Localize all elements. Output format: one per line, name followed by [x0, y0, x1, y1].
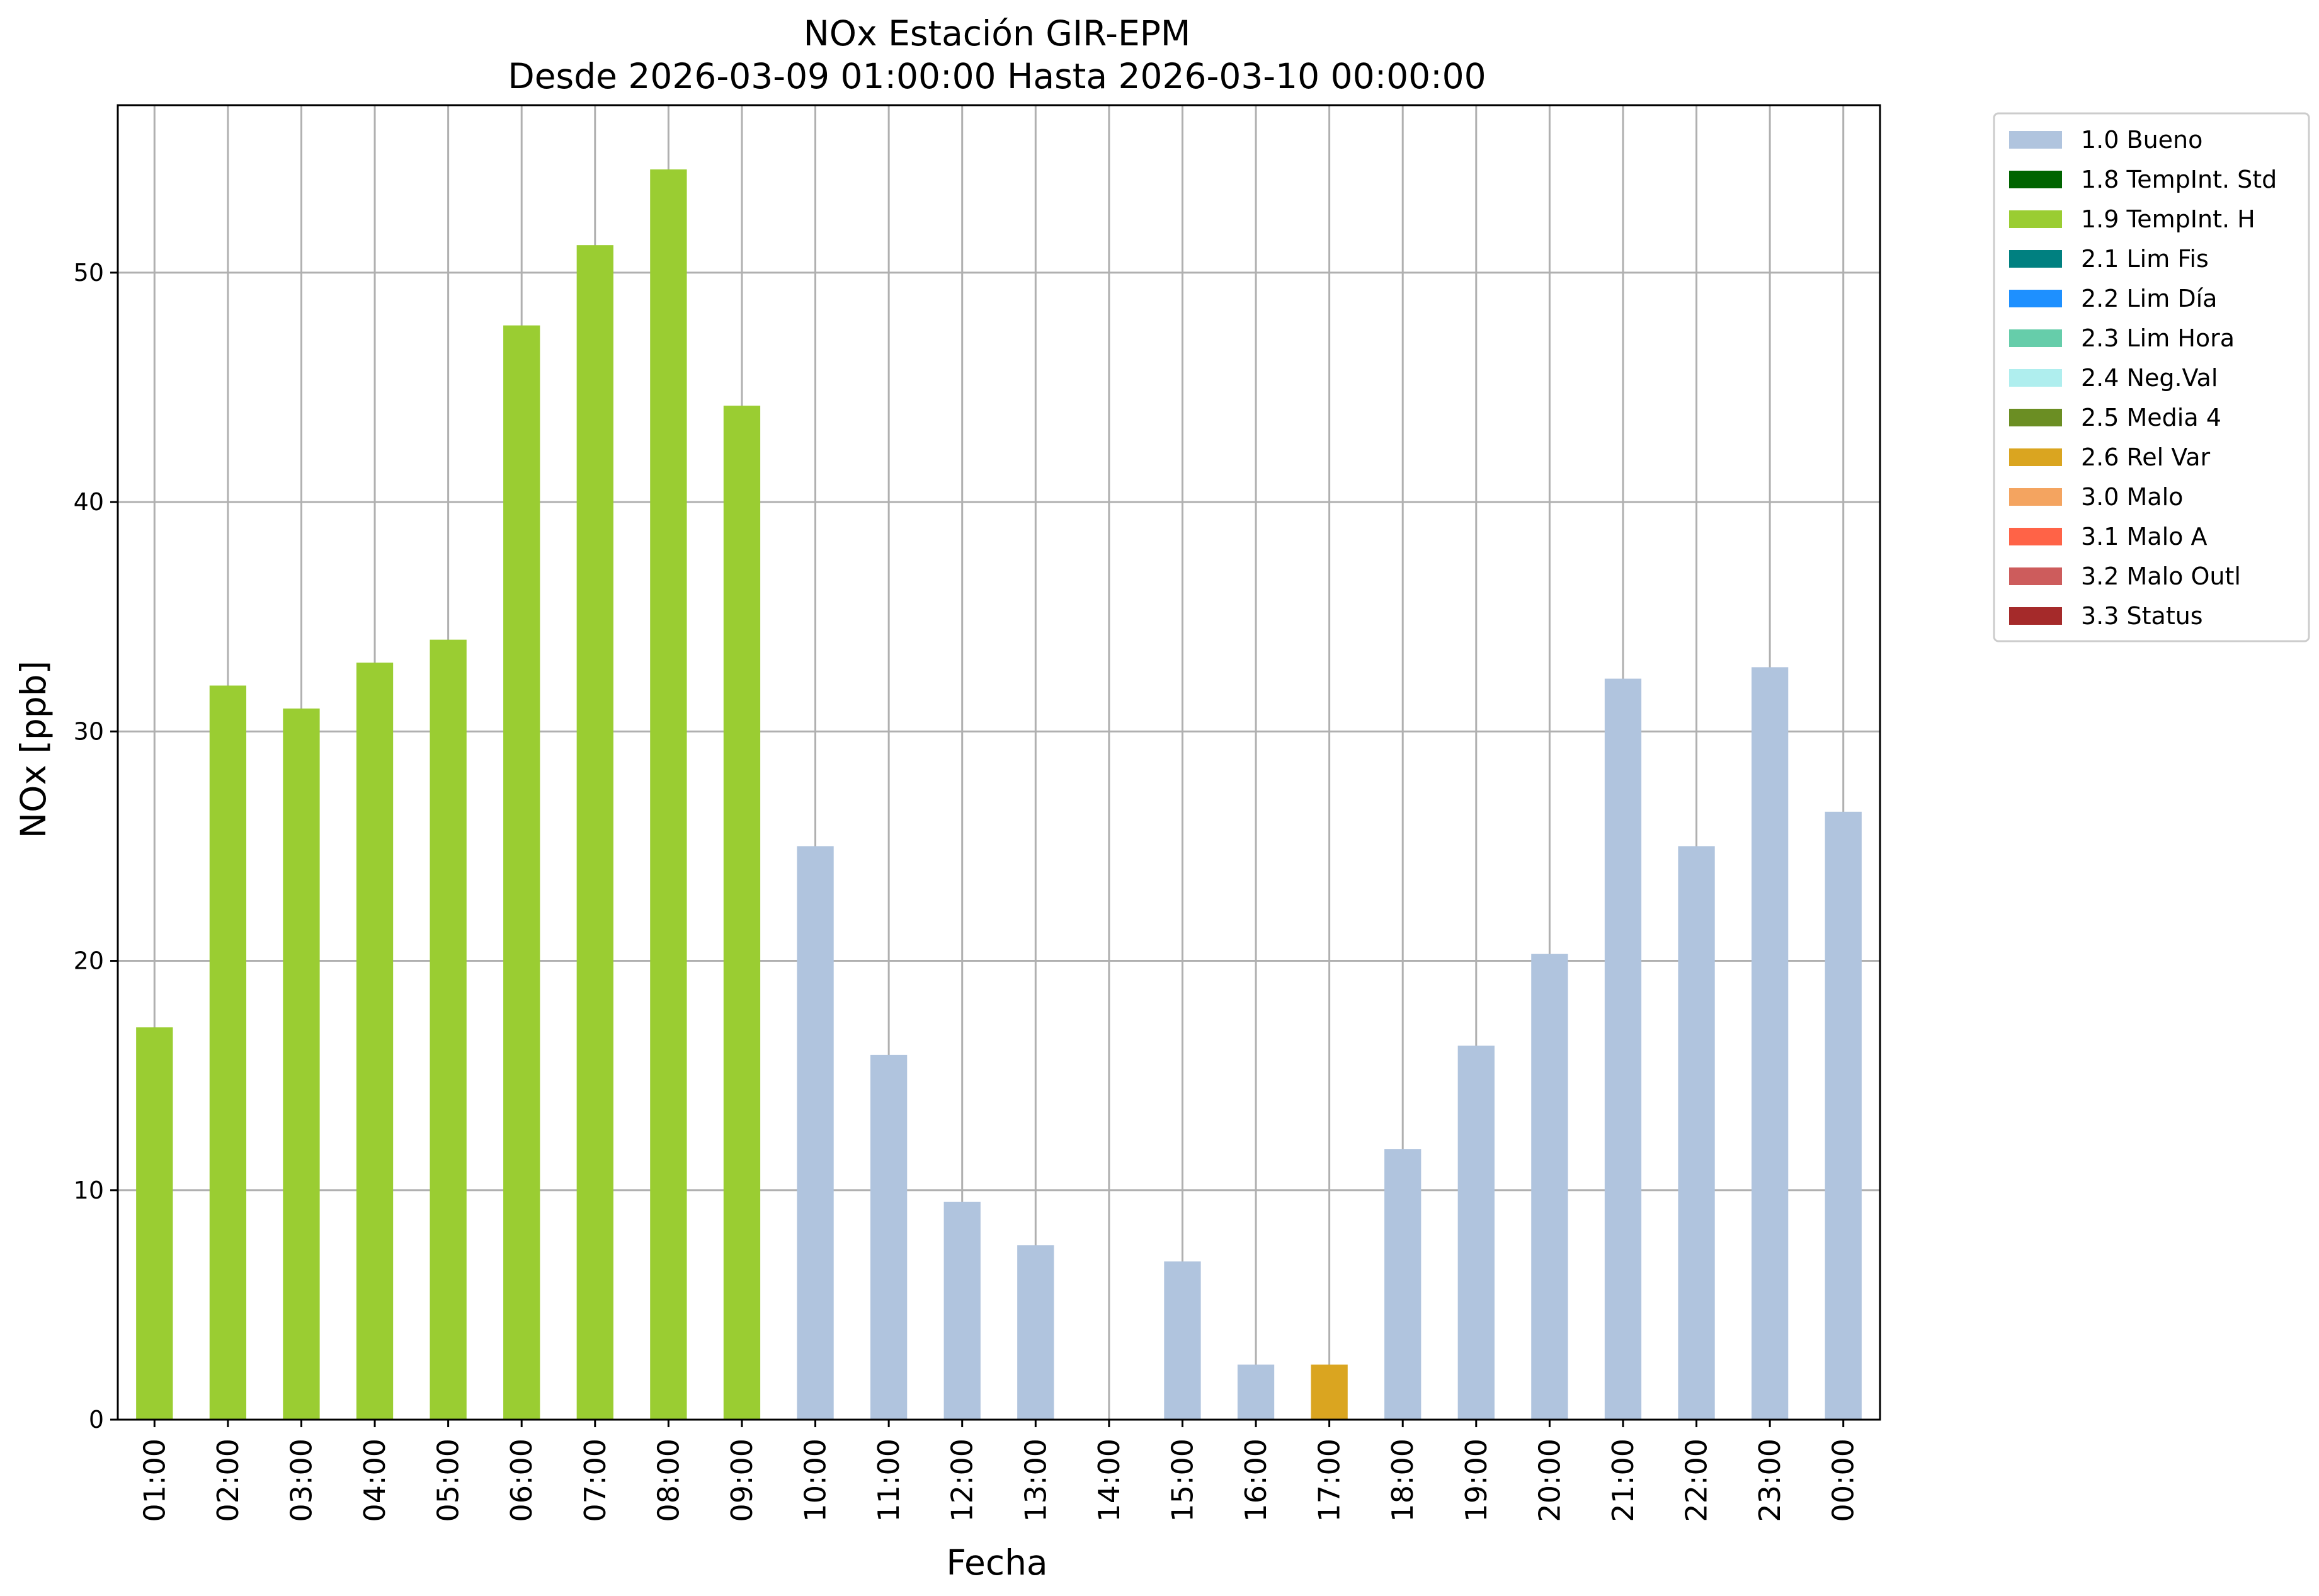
legend-label: 3.1 Malo A	[2081, 523, 2207, 550]
legend-frame	[1993, 112, 2310, 642]
y-tick-label: 40	[74, 488, 104, 516]
bar-1800	[1384, 1149, 1422, 1420]
bar-0400	[356, 663, 394, 1420]
x-tick-label: 23:00	[1753, 1439, 1787, 1522]
legend-swatch	[2009, 369, 2062, 387]
legend-label: 3.0 Malo	[2081, 483, 2183, 511]
x-axis-ticks: 01:00 02:00 03:00 04:00 05:00 06:00 07:00 08:00…	[137, 1420, 1860, 1522]
legend-label: 1.8 TempInt. Std	[2081, 166, 2277, 193]
bar-0500	[430, 639, 467, 1420]
legend-label: 1.9 TempInt. H	[2081, 205, 2255, 233]
x-tick-label: 04:00	[358, 1439, 392, 1522]
x-tick-label: 20:00	[1532, 1439, 1566, 1522]
x-tick-label: 14:00	[1092, 1439, 1126, 1522]
x-tick-label: 19:00	[1459, 1439, 1493, 1522]
x-tick-label: 01:00	[137, 1439, 171, 1522]
x-axis-label: Fecha	[946, 1542, 1047, 1583]
x-tick-label: 09:00	[725, 1439, 759, 1522]
bar-0100	[136, 1027, 173, 1420]
y-axis-label: NOx [ppb]	[13, 661, 54, 838]
bar-1300	[1017, 1245, 1054, 1420]
x-tick-label: 18:00	[1386, 1439, 1420, 1522]
bar-0700	[576, 245, 613, 1420]
bar-2000	[1531, 954, 1568, 1420]
x-tick-label: 15:00	[1165, 1439, 1199, 1522]
legend-label: 2.6 Rel Var	[2081, 443, 2211, 471]
x-tick-label: 05:00	[431, 1439, 465, 1522]
x-tick-label: 17:00	[1313, 1439, 1347, 1522]
y-axis-ticks: 0 10 20 30 40 50	[74, 259, 118, 1434]
legend: 1.0 Bueno 1.8 TempInt. Std 1.9 TempInt. H 2…	[1993, 112, 2310, 642]
legend-swatch	[2009, 448, 2062, 466]
x-tick-label: 06:00	[504, 1439, 538, 1522]
legend-swatch	[2009, 409, 2062, 426]
bar-0900	[723, 406, 761, 1420]
bar-0200	[209, 685, 247, 1420]
bar-0600	[503, 325, 540, 1420]
legend-label: 1.0 Bueno	[2081, 126, 2202, 154]
legend-label: 2.5 Media 4	[2081, 404, 2221, 431]
y-tick-label: 20	[74, 947, 104, 975]
legend-swatch	[2009, 329, 2062, 347]
x-tick-label: 11:00	[872, 1439, 906, 1522]
legend-swatch	[2009, 171, 2062, 188]
legend-swatch	[2009, 250, 2062, 268]
x-tick-label: 16:00	[1239, 1439, 1273, 1522]
bars-group	[136, 169, 1862, 1420]
x-tick-label: 03:00	[284, 1439, 318, 1522]
bar-2100	[1604, 678, 1642, 1420]
bar-1100	[870, 1054, 908, 1420]
plot-frame	[117, 104, 1881, 1421]
legend-swatch	[2009, 528, 2062, 545]
legend-label: 2.3 Lim Hora	[2081, 324, 2235, 352]
x-tick-label: 00:00	[1826, 1439, 1860, 1522]
bar-1500	[1164, 1261, 1201, 1420]
y-tick-label: 0	[89, 1406, 104, 1434]
bar-0300	[283, 708, 320, 1420]
bar-0800	[650, 169, 687, 1420]
legend-swatch	[2009, 607, 2062, 625]
chart-title: NOx Estación GIR-EPM	[804, 13, 1191, 54]
y-tick-label: 30	[74, 717, 104, 745]
x-tick-label: 21:00	[1606, 1439, 1640, 1522]
y-tick-label: 10	[74, 1177, 104, 1204]
legend-label: 3.3 Status	[2081, 602, 2203, 630]
legend-swatch	[2009, 488, 2062, 506]
legend-label: 2.4 Neg.Val	[2081, 364, 2218, 392]
bar-1000	[797, 846, 834, 1420]
legend-swatch	[2009, 290, 2062, 307]
legend-swatch	[2009, 210, 2062, 228]
x-tick-label: 12:00	[945, 1439, 979, 1522]
x-tick-label: 02:00	[211, 1439, 245, 1522]
x-tick-label: 22:00	[1680, 1439, 1714, 1522]
x-tick-label: 10:00	[799, 1439, 833, 1522]
x-tick-label: 08:00	[651, 1439, 685, 1522]
legend-label: 3.2 Malo Outl	[2081, 562, 2241, 590]
bar-1900	[1457, 1046, 1495, 1420]
x-tick-label: 07:00	[578, 1439, 612, 1522]
legend-label: 2.1 Lim Fis	[2081, 245, 2209, 273]
x-tick-label: 13:00	[1018, 1439, 1052, 1522]
bar-1200	[943, 1201, 981, 1420]
bar-0000	[1825, 811, 1862, 1420]
bar-1700	[1311, 1364, 1348, 1420]
legend-label: 2.2 Lim Día	[2081, 285, 2217, 312]
bar-1600	[1237, 1364, 1275, 1420]
legend-swatch	[2009, 131, 2062, 149]
y-tick-label: 50	[74, 259, 104, 287]
legend-swatch	[2009, 567, 2062, 585]
bar-2300	[1751, 667, 1789, 1420]
chart-subtitle: Desde 2026-03-09 01:00:00 Hasta 2026-03-…	[508, 56, 1486, 96]
bar-2200	[1678, 846, 1715, 1420]
